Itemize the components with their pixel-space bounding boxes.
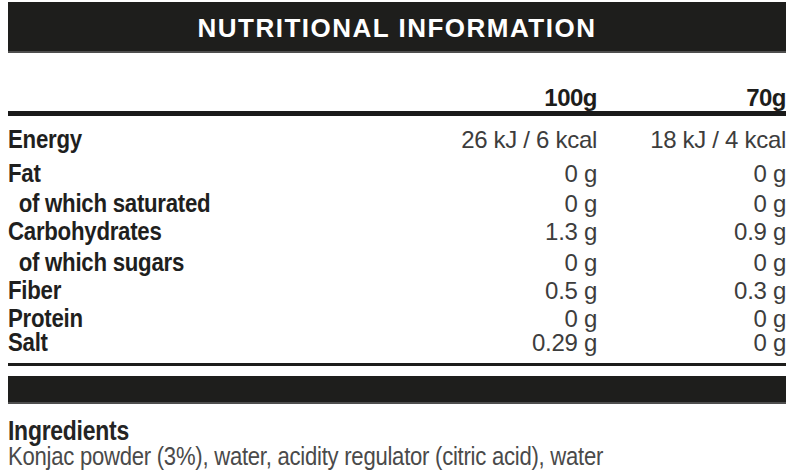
value-per-100g: 0.29 g xyxy=(408,328,597,357)
row-label: Energy xyxy=(8,125,364,154)
title-bar: NUTRITIONAL INFORMATION xyxy=(8,2,786,53)
value-per-100g: 0.5 g xyxy=(408,276,597,305)
bottom-black-bar xyxy=(8,376,786,404)
value-per-100g: 26 kJ / 6 kcal xyxy=(408,125,597,154)
value-per-70g: 0.3 g xyxy=(597,276,786,305)
table-body: Energy 26 kJ / 6 kcal18 kJ / 4 kcal Fat 0 g… xyxy=(8,125,786,357)
table-row: of which saturated 0 g0 g xyxy=(8,189,786,218)
table-row: Carbohydrates 1.3 g0.9 g xyxy=(8,217,786,246)
table-row: Fat 0 g0 g xyxy=(8,159,786,188)
value-per-70g: 0 g xyxy=(597,328,786,357)
bottom-rule xyxy=(8,363,786,366)
table-row: Energy 26 kJ / 6 kcal18 kJ / 4 kcal xyxy=(8,125,786,154)
value-per-100g: 1.3 g xyxy=(408,217,597,246)
ingredients-text: Konjac powder (3%), water, acidity regul… xyxy=(8,443,603,470)
value-per-70g: 0.9 g xyxy=(597,217,786,246)
value-per-100g: 0 g xyxy=(408,248,597,277)
row-label: of which saturated xyxy=(8,189,364,218)
value-per-70g: 0 g xyxy=(597,248,786,277)
value-per-70g: 0 g xyxy=(597,159,786,188)
row-label: Fiber xyxy=(8,276,364,305)
table-row: Salt 0.29 g0 g xyxy=(8,328,786,357)
column-header-100g: 100g xyxy=(408,86,597,110)
nutrition-label: NUTRITIONAL INFORMATION 100g 70g Energy 2… xyxy=(0,0,794,474)
row-label: Carbohydrates xyxy=(8,217,364,246)
value-per-100g: 0 g xyxy=(408,189,597,218)
column-header-70g: 70g xyxy=(597,86,786,110)
nutrition-table: 100g 70g Energy 26 kJ / 6 kcal18 kJ / 4 k… xyxy=(8,53,786,357)
page-title: NUTRITIONAL INFORMATION xyxy=(198,13,597,44)
table-header-row: 100g 70g xyxy=(8,53,786,116)
value-per-100g: 0 g xyxy=(408,159,597,188)
row-label: of which sugars xyxy=(8,248,364,277)
row-label: Salt xyxy=(8,328,364,357)
value-per-70g: 18 kJ / 4 kcal xyxy=(597,125,786,154)
value-per-70g: 0 g xyxy=(597,189,786,218)
row-label: Fat xyxy=(8,159,364,188)
table-row: of which sugars 0 g0 g xyxy=(8,248,786,277)
table-row: Fiber 0.5 g0.3 g xyxy=(8,276,786,305)
